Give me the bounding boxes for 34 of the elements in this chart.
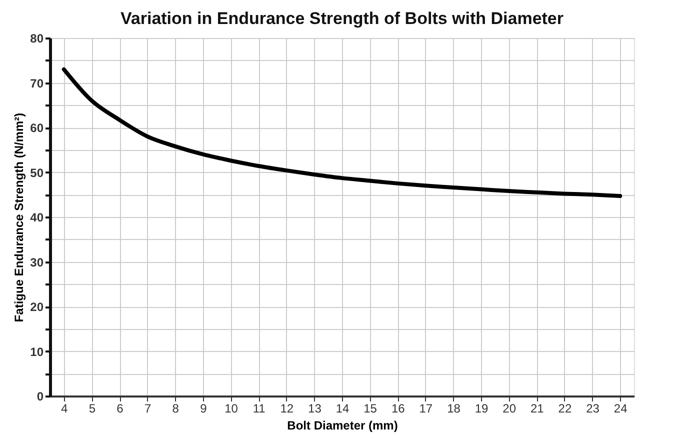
x-tick-label: 10 xyxy=(224,402,238,416)
x-tick-label: 8 xyxy=(172,402,180,416)
y-tick-label: 60 xyxy=(30,121,44,135)
y-tick-label: 30 xyxy=(30,255,44,270)
y-axis-title: Fatigue Endurance Strength (N/mm²) xyxy=(12,112,26,322)
x-tick-label: 22 xyxy=(558,402,572,416)
x-tick-label: 19 xyxy=(474,402,489,416)
y-tick-label: 70 xyxy=(30,76,44,90)
y-tick-label: 10 xyxy=(30,344,44,359)
x-tick-label: 13 xyxy=(308,402,322,416)
line-series xyxy=(62,67,622,198)
x-tick-label: 20 xyxy=(502,402,516,416)
x-tick-label: 24 xyxy=(614,402,628,416)
x-tick-label: 5 xyxy=(88,402,96,416)
y-tick-label: 0 xyxy=(36,390,44,404)
x-axis-title: Bolt Diameter (mm) xyxy=(287,418,398,432)
x-tick-label: 15 xyxy=(364,402,378,416)
y-tick-label: 80 xyxy=(30,32,44,46)
x-tick-label: 6 xyxy=(116,402,124,416)
y-tick-label: 50 xyxy=(30,166,44,180)
x-tick-label: 9 xyxy=(200,402,208,416)
x-tick-label: 4 xyxy=(61,402,68,416)
chart-title: Variation in Endurance Strength of Bolts with Diameter xyxy=(120,9,564,28)
x-tick-label: 23 xyxy=(586,402,600,416)
x-tick-label: 16 xyxy=(391,402,406,416)
x-tick-label: 17 xyxy=(419,402,433,416)
x-tick-label: 14 xyxy=(336,402,350,416)
x-tick-label: 21 xyxy=(530,402,544,416)
y-tick-label: 40 xyxy=(30,210,44,224)
x-tick-label: 11 xyxy=(252,402,266,416)
x-tick-label: 12 xyxy=(280,402,294,416)
x-tick-label: 7 xyxy=(144,402,152,416)
y-tick-label: 20 xyxy=(30,300,44,314)
x-tick-label: 18 xyxy=(447,402,461,416)
